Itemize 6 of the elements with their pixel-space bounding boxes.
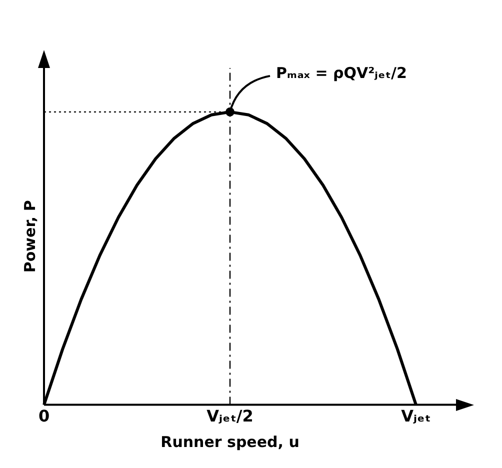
x-axis-title: Runner speed, u: [160, 432, 300, 451]
x-tick-label: Vⱼₑₜ: [401, 406, 431, 426]
x-tick-label: Vⱼₑₜ/2: [206, 406, 254, 426]
x-tick-label: 0: [38, 406, 50, 426]
annotation: Pₘₐₓ = ρQV²ⱼₑₜ/2: [276, 64, 407, 82]
y-axis-title: Power, P: [20, 200, 39, 273]
